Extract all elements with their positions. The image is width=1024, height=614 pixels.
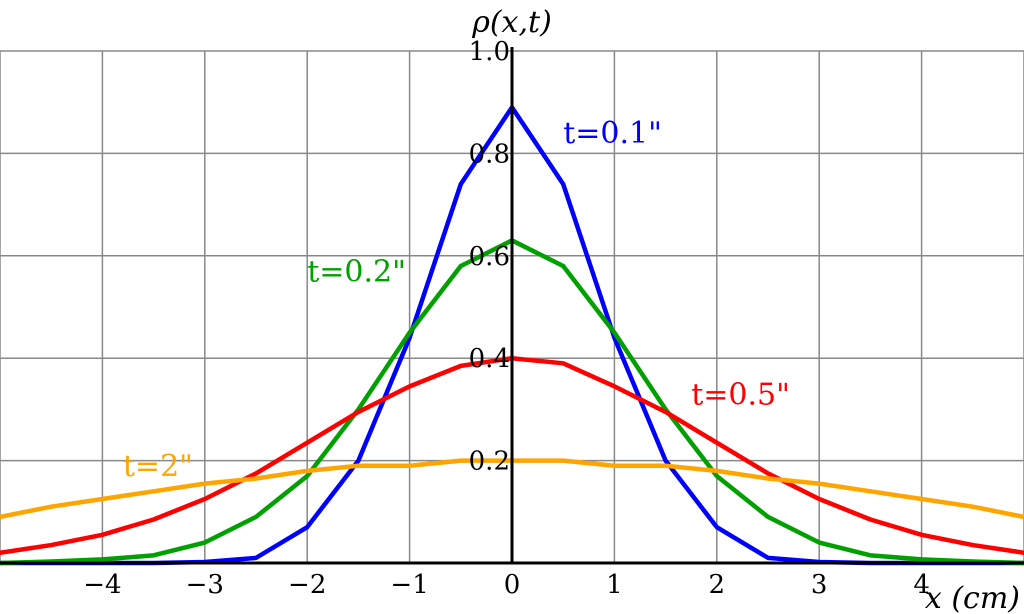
x-tick-label: −3 — [186, 570, 224, 600]
x-tick-label: −4 — [83, 570, 121, 600]
series-labels: t=0.1" t=0.2" t=0.5" t=2" — [123, 116, 790, 484]
series-label: t=0.5" — [691, 377, 790, 412]
y-tick-label: 0.2 — [469, 447, 510, 477]
x-tick-label: 1 — [606, 570, 623, 600]
x-tick-label: −2 — [288, 570, 326, 600]
series-label: t=0.2" — [307, 254, 406, 289]
x-tick-label: 0 — [504, 570, 521, 600]
y-axis-label: ρ(x,t) — [471, 5, 552, 40]
tick-labels: −4 −3 −2 −1 0 1 2 3 4 0.2 0.4 0.6 0.8 1.0 — [83, 37, 930, 600]
x-tick-label: 3 — [811, 570, 828, 600]
y-tick-label: 0.4 — [469, 344, 510, 374]
x-axis-label: x (cm) — [925, 581, 1020, 614]
y-tick-label: 0.8 — [469, 139, 510, 169]
x-tick-label: −1 — [390, 570, 428, 600]
y-tick-label: 0.6 — [469, 242, 510, 272]
series-label: t=2" — [123, 449, 193, 484]
x-tick-label: 2 — [709, 570, 726, 600]
y-tick-label: 1.0 — [469, 37, 510, 67]
series-label: t=0.1" — [563, 116, 662, 151]
axes — [0, 47, 1024, 565]
x-tick-label: 4 — [913, 570, 930, 600]
